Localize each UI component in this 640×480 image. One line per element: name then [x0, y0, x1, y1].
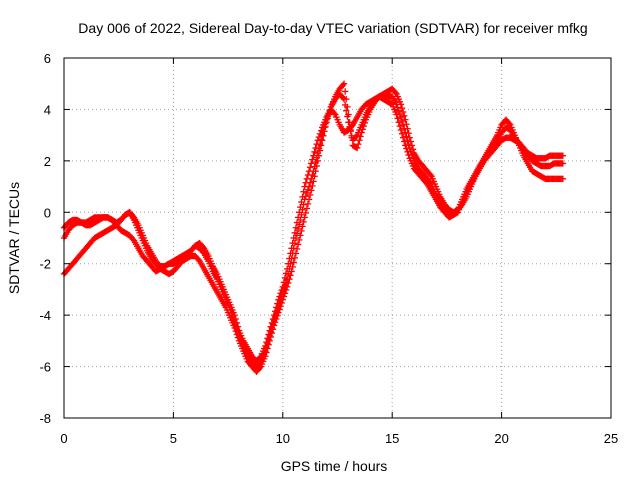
- x-tick-label: 15: [385, 431, 399, 446]
- y-tick-label: 4: [44, 102, 51, 117]
- x-tick-label: 25: [604, 431, 618, 446]
- axis-ticks: [63, 57, 612, 419]
- x-tick-labels: 0 5 10 15 20 25: [60, 431, 618, 446]
- series-track-b: [60, 93, 567, 365]
- y-tick-label: -6: [39, 360, 51, 375]
- x-tick-label: 20: [494, 431, 508, 446]
- chart-title: Day 006 of 2022, Sidereal Day-to-day VTE…: [78, 20, 587, 36]
- y-tick-label: 6: [44, 51, 51, 66]
- x-tick-label: 0: [60, 431, 67, 446]
- y-tick-label: -2: [39, 257, 51, 272]
- x-axis-label: GPS time / hours: [281, 458, 388, 474]
- x-tick-label: 5: [170, 431, 177, 446]
- y-tick-label: -4: [39, 308, 51, 323]
- y-tick-label: 0: [44, 205, 51, 220]
- y-axis-label: SDTVAR / TECUs: [6, 182, 22, 294]
- series-track-c: [60, 90, 567, 370]
- grid-lines: [64, 58, 611, 418]
- y-tick-label: -8: [39, 411, 51, 426]
- x-tick-label: 10: [276, 431, 290, 446]
- y-tick-label: 2: [44, 154, 51, 169]
- y-tick-labels: -8 -6 -4 -2 0 2 4 6: [39, 51, 51, 426]
- plot-frame: [63, 57, 612, 419]
- data-points: [60, 80, 567, 375]
